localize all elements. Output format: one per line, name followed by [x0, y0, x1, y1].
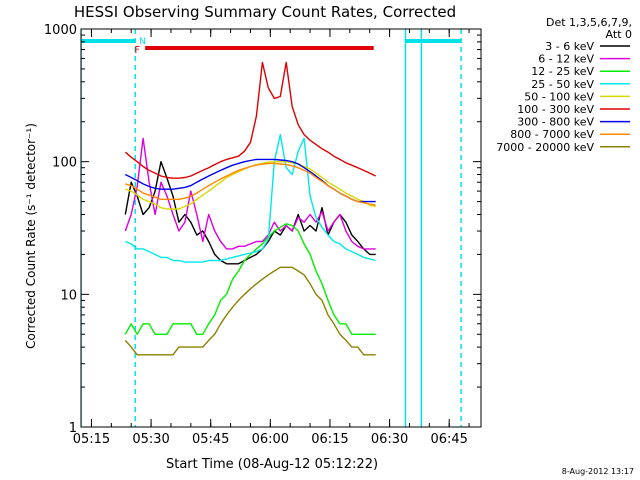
night-label: N: [139, 37, 146, 47]
series-line-3: [125, 133, 376, 263]
plot-area: FN: [81, 29, 462, 427]
x-tick-label-0: 05:15: [73, 432, 110, 447]
y-tick-label-2: 100: [52, 156, 77, 171]
annotation-layer: FN: [81, 29, 462, 427]
legend-label-3: 25 - 50 keV: [531, 78, 594, 91]
plot-frame: [80, 28, 482, 428]
series-line-7: [125, 162, 376, 206]
series-line-1: [124, 137, 376, 250]
series-layer: [124, 61, 377, 356]
y-tick-label-3: 1000: [44, 23, 77, 38]
legend-label-4: 50 - 100 keV: [524, 90, 594, 103]
x-tick-label-4: 06:15: [311, 432, 348, 447]
footer-timestamp: 8-Aug-2012 13:17: [562, 467, 634, 476]
legend-header-line-1: Det 1,3,5,6,7,9,: [546, 16, 632, 29]
x-tick-label-6: 06:45: [430, 432, 467, 447]
legend-label-6: 300 - 800 keV: [517, 116, 594, 129]
series-line-5: [124, 61, 377, 179]
legend-label-2: 12 - 25 keV: [531, 65, 594, 78]
chart-title: HESSI Observing Summary Count Rates, Cor…: [74, 3, 456, 21]
flare-label: F: [134, 45, 140, 56]
x-tick-label-1: 05:30: [132, 432, 169, 447]
x-axis-label: Start Time (08-Aug-12 05:12:22): [166, 457, 378, 472]
legend-label-7: 800 - 7000 keV: [510, 128, 594, 141]
y-tick-label-1: 10: [60, 288, 77, 303]
x-tick-label-3: 06:00: [252, 432, 289, 447]
x-tick-label-2: 05:45: [192, 432, 229, 447]
legend-label-0: 3 - 6 keV: [545, 40, 594, 53]
legend-label-5: 100 - 300 keV: [517, 103, 594, 116]
legend-label-8: 7000 - 20000 keV: [496, 141, 594, 154]
legend-header-line-2: Att 0: [606, 28, 632, 41]
x-tick-label-5: 06:30: [371, 432, 408, 447]
series-line-8: [124, 266, 376, 356]
y-tick-label-0: 1: [69, 421, 77, 436]
tick-layer: 05:15 05:30 05:45 06:00 06:15 06:30 06:45 1 10 10…: [44, 23, 481, 447]
legend-label-1: 6 - 12 keV: [538, 53, 594, 66]
y-axis-label: Corrected Count Rate (s⁻¹ detector⁻¹): [24, 123, 38, 349]
series-line-2: [124, 223, 376, 335]
